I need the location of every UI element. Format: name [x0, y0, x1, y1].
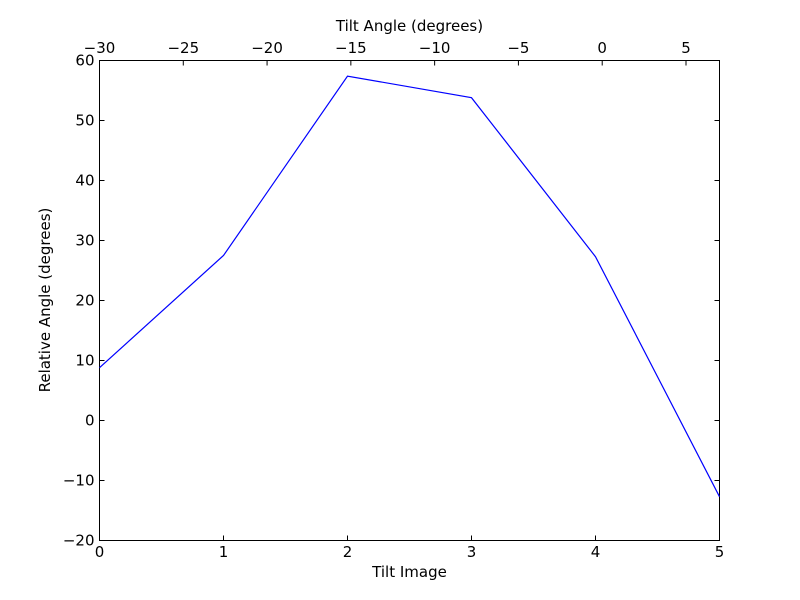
y-tick-label: 50: [75, 112, 94, 130]
x-axis-ticks: 0 1 2 3 4 5: [95, 535, 725, 561]
y-axis-label: Relative Angle (degrees): [36, 208, 54, 393]
y-tick-label: −20: [63, 532, 95, 550]
y-tick-label: 30: [75, 232, 94, 250]
top-x-axis-ticks: −30 −25 −20 −15 −10 −5 0 5: [84, 39, 691, 66]
y-tick-label: 20: [75, 292, 94, 310]
top-x-axis-label: Tilt Angle (degrees): [335, 17, 483, 35]
series-line: [99, 75, 721, 497]
y-tick-label: 10: [75, 352, 94, 370]
x-tick-label: 0: [95, 543, 105, 561]
x-tick-label: 3: [467, 543, 477, 561]
top-x-tick-label: −15: [335, 39, 367, 57]
top-x-tick-label: −25: [167, 39, 199, 57]
series-group: [99, 75, 721, 497]
x-tick-label: 1: [219, 543, 229, 561]
top-x-tick-label: −30: [84, 39, 116, 57]
top-x-tick-label: 0: [597, 39, 607, 57]
top-x-tick-label: 5: [681, 39, 691, 57]
top-x-tick-label: −5: [507, 39, 529, 57]
x-axis-label: Tilt Image: [371, 563, 447, 581]
y-tick-label: 40: [75, 172, 94, 190]
top-x-tick-label: −10: [419, 39, 451, 57]
top-x-tick-label: −20: [251, 39, 283, 57]
x-tick-label: 5: [715, 543, 725, 561]
y-tick-label: −10: [63, 472, 95, 490]
x-tick-label: 4: [591, 543, 601, 561]
y-tick-label: 0: [85, 412, 95, 430]
x-tick-label: 2: [343, 543, 353, 561]
y-tick-label: 60: [75, 52, 94, 70]
y-axis-ticks: −20 −10 0 10 20 30 40 50 60: [63, 52, 720, 550]
